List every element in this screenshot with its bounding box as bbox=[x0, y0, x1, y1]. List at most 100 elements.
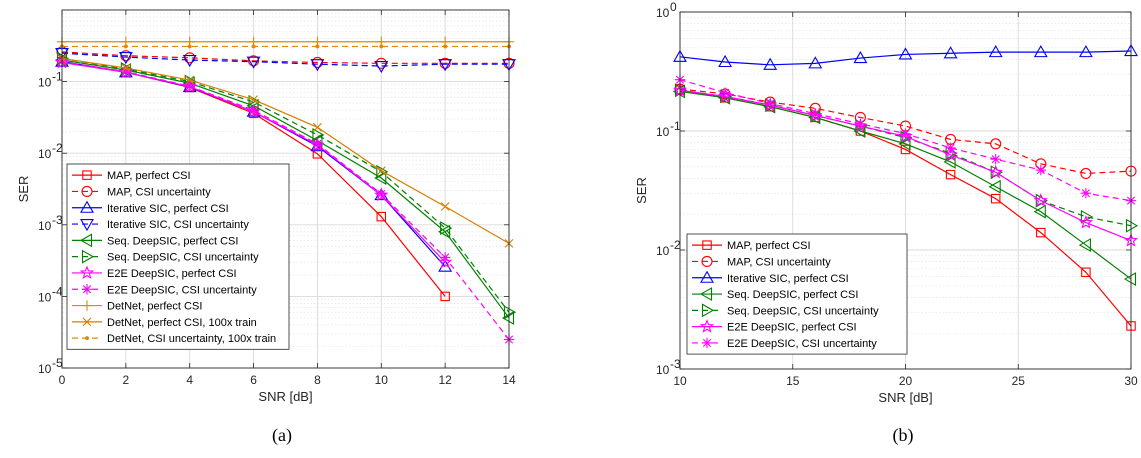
data-point bbox=[376, 211, 387, 222]
legend-entry: Iterative SIC, perfect CSI bbox=[72, 200, 229, 215]
legend-label: Seq. DeepSIC, CSI uncertainty bbox=[727, 305, 879, 317]
x-tick-label: 10 bbox=[375, 373, 389, 387]
y-tick-base: 10 bbox=[656, 6, 670, 20]
legend-label: Iterative SIC, perfect CSI bbox=[107, 203, 229, 215]
legend-entry: MAP, perfect CSI bbox=[72, 170, 191, 182]
x-tick-label: 12 bbox=[438, 373, 452, 387]
legend-entry: MAP, CSI uncertainty bbox=[692, 255, 831, 268]
legend-entry: Seq. DeepSIC, perfect CSI bbox=[72, 233, 238, 248]
y-tick-exponent: -1 bbox=[52, 70, 63, 84]
y-tick-base: 10 bbox=[38, 219, 52, 233]
y-tick-exponent: -3 bbox=[52, 213, 63, 227]
series-layer bbox=[672, 43, 1139, 331]
data-point bbox=[765, 98, 776, 109]
y-tick-label: 10 -2 bbox=[38, 141, 63, 161]
legend-marker bbox=[81, 284, 93, 295]
data-point bbox=[898, 128, 913, 143]
data-point bbox=[379, 44, 384, 49]
legend-label: DetNet, CSI uncertainty, 100x train bbox=[107, 333, 276, 345]
data-point bbox=[440, 202, 450, 211]
legend-marker bbox=[699, 319, 715, 333]
data-point bbox=[1125, 218, 1139, 233]
data-point bbox=[717, 88, 733, 103]
legend-marker bbox=[81, 185, 93, 197]
data-point bbox=[438, 224, 451, 239]
series-line bbox=[679, 88, 1132, 175]
data-point bbox=[248, 55, 260, 67]
data-point bbox=[438, 254, 453, 269]
data-point bbox=[1078, 45, 1093, 58]
data-point bbox=[182, 54, 197, 68]
legend-entry: Iterative SIC, CSI uncertainty bbox=[72, 219, 249, 232]
axes-box bbox=[61, 9, 510, 369]
data-point bbox=[121, 63, 131, 73]
panel-caption: (a) bbox=[272, 425, 292, 446]
x-tick-label: 10 bbox=[673, 374, 687, 388]
data-point bbox=[988, 164, 1003, 179]
panel-caption: (b) bbox=[893, 425, 914, 446]
series-line bbox=[61, 61, 510, 340]
legend: MAP, perfect CSI MAP, CSI uncertainty Iter… bbox=[66, 163, 290, 350]
legend-label: DetNet, perfect CSI bbox=[107, 301, 202, 313]
legend-marker bbox=[79, 233, 93, 248]
data-point bbox=[438, 59, 453, 72]
y-tick-base: 10 bbox=[38, 147, 52, 161]
legend-label: E2E DeepSIC, CSI uncertainty bbox=[107, 284, 257, 296]
data-point bbox=[440, 291, 450, 302]
x-tick-label: 25 bbox=[1012, 374, 1026, 388]
y-tick-base: 10 bbox=[656, 125, 670, 139]
data-point bbox=[719, 87, 731, 98]
data-point bbox=[943, 46, 958, 59]
y-tick-exponent: -2 bbox=[52, 141, 63, 155]
legend-entry: Iterative SIC, perfect CSI bbox=[692, 270, 849, 285]
y-tick-label: 10 -1 bbox=[656, 119, 681, 139]
data-point bbox=[1033, 204, 1046, 219]
legend-entry: MAP, CSI uncertainty bbox=[72, 185, 211, 198]
legend-label: MAP, CSI uncertainty bbox=[107, 186, 211, 198]
legend-marker bbox=[699, 287, 713, 301]
legend-label: Seq. DeepSIC, perfect CSI bbox=[107, 235, 238, 247]
y-axis-label: SER bbox=[16, 176, 31, 203]
series-line bbox=[61, 52, 509, 67]
data-point bbox=[945, 169, 956, 180]
legend-label: Seq. DeepSIC, CSI uncertainty bbox=[107, 252, 259, 264]
data-point bbox=[898, 47, 913, 60]
data-point bbox=[312, 138, 323, 150]
data-point bbox=[808, 56, 823, 69]
legend-label: Seq. DeepSIC, perfect CSI bbox=[727, 289, 858, 301]
x-tick-label: 20 bbox=[899, 374, 913, 388]
y-axis-label: SER bbox=[634, 177, 649, 204]
y-tick-label: 10 0 bbox=[656, 0, 677, 20]
series-line bbox=[61, 57, 510, 244]
data-point bbox=[853, 50, 868, 64]
data-point bbox=[315, 44, 320, 49]
data-point bbox=[120, 50, 132, 62]
legend-entry: E2E DeepSIC, perfect CSI bbox=[72, 265, 237, 280]
data-point bbox=[855, 118, 866, 129]
legend-label: MAP, perfect CSI bbox=[727, 240, 811, 252]
y-tick-label: 10 -4 bbox=[38, 284, 63, 304]
legend-marker bbox=[79, 265, 95, 280]
y-tick-exponent: -3 bbox=[670, 357, 681, 371]
legend-label: Iterative SIC, perfect CSI bbox=[727, 273, 849, 285]
legend-entry: E2E DeepSIC, CSI uncertainty bbox=[72, 284, 257, 296]
x-tick-label: 2 bbox=[123, 373, 130, 387]
data-point bbox=[248, 104, 259, 116]
data-point bbox=[1078, 238, 1091, 253]
y-tick-base: 10 bbox=[38, 76, 52, 90]
data-point bbox=[853, 124, 866, 138]
data-point bbox=[118, 52, 133, 65]
data-point bbox=[376, 164, 389, 179]
data-point bbox=[943, 147, 958, 161]
data-point bbox=[1078, 215, 1094, 229]
data-point bbox=[990, 193, 1001, 204]
data-point bbox=[763, 57, 778, 70]
data-point bbox=[1080, 188, 1092, 199]
legend-marker bbox=[81, 300, 93, 311]
data-point bbox=[990, 138, 1002, 150]
legend-label: E2E DeepSIC, CSI uncertainty bbox=[727, 338, 877, 350]
legend-label: E2E DeepSIC, perfect CSI bbox=[727, 322, 857, 334]
y-tick-label: 10 -3 bbox=[656, 357, 681, 377]
data-point bbox=[246, 56, 261, 69]
x-tick-label: 4 bbox=[186, 373, 193, 387]
